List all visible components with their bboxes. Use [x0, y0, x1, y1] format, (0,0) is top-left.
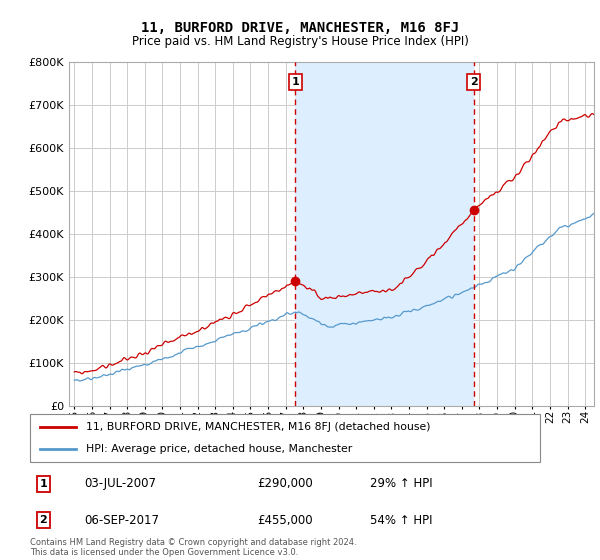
Text: 1: 1 [292, 77, 299, 87]
Bar [295, 62, 473, 406]
Text: 2: 2 [470, 77, 478, 87]
Text: 29% ↑ HPI: 29% ↑ HPI [370, 477, 433, 490]
Text: 11, BURFORD DRIVE, MANCHESTER, M16 8FJ (detached house): 11, BURFORD DRIVE, MANCHESTER, M16 8FJ (… [86, 422, 431, 432]
Text: 11, BURFORD DRIVE, MANCHESTER, M16 8FJ: 11, BURFORD DRIVE, MANCHESTER, M16 8FJ [141, 21, 459, 35]
Text: 54% ↑ HPI: 54% ↑ HPI [370, 514, 433, 526]
Text: 06-SEP-2017: 06-SEP-2017 [84, 514, 159, 526]
Text: 1: 1 [40, 479, 47, 489]
Text: Contains HM Land Registry data © Crown copyright and database right 2024.
This d: Contains HM Land Registry data © Crown c… [30, 538, 356, 557]
Text: Price paid vs. HM Land Registry's House Price Index (HPI): Price paid vs. HM Land Registry's House … [131, 35, 469, 48]
Text: 03-JUL-2007: 03-JUL-2007 [84, 477, 156, 490]
FancyBboxPatch shape [30, 414, 540, 462]
Text: HPI: Average price, detached house, Manchester: HPI: Average price, detached house, Manc… [86, 444, 352, 454]
Text: 2: 2 [40, 515, 47, 525]
Text: £290,000: £290,000 [257, 477, 313, 490]
Text: £455,000: £455,000 [257, 514, 313, 526]
